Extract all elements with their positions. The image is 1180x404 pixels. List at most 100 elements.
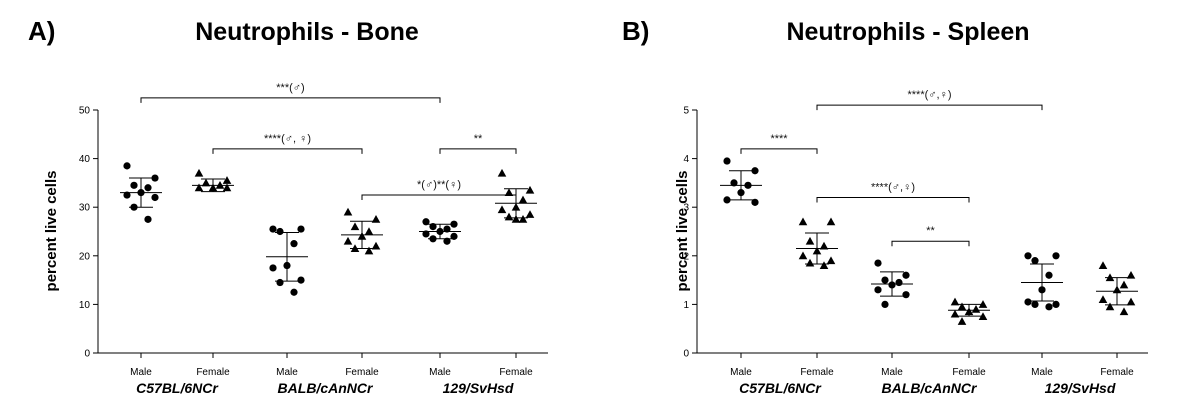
x-tick-label: Male [1031,367,1053,378]
data-point-circle [1052,300,1060,308]
data-point-circle [1052,252,1060,260]
data-point-triangle [978,300,988,308]
y-tick-label: 0 [683,349,689,360]
data-point-triangle [957,317,967,325]
significance-label: ****(♂,♀) [907,89,951,101]
data-point-triangle [805,258,815,267]
significance-label: ***(♂) [276,82,304,94]
data-point-circle [130,181,138,189]
data-point-triangle [525,185,535,194]
strain-label: C57BL/6NCr [739,380,822,396]
data-point-triangle [364,227,374,235]
significance-label: *(♂)**(♀) [417,179,461,191]
significance-bracket [439,148,517,154]
significance-bracket [740,148,818,154]
data-point-triangle [1126,297,1136,306]
y-axis-label: percent live cells [674,171,691,292]
data-point-circle [297,225,305,233]
significance-bracket [140,97,441,103]
y-tick-label: 2 [683,251,689,262]
data-point-triangle [371,241,381,250]
data-point-circle [123,162,131,170]
data-point-circle [881,276,889,284]
data-point-circle [1045,271,1053,279]
data-point-triangle [819,241,829,250]
x-tick-label: Female [345,367,379,378]
x-tick-label: Female [196,367,230,378]
y-tick-label: 3 [683,203,689,214]
x-tick-label: Male [730,367,752,378]
data-point-circle [723,196,731,204]
y-tick-label: 1 [683,300,689,311]
data-point-triangle [1105,302,1115,311]
data-point-triangle [957,302,967,311]
y-tick-label: 30 [79,203,91,214]
x-tick-label: Female [952,367,986,378]
data-point-triangle [201,178,211,187]
y-tick-label: 50 [79,106,91,117]
data-point-triangle [222,183,232,192]
strain-label: BALB/cAnNCr [278,380,374,396]
significance-bracket [891,240,970,247]
y-tick-label: 4 [683,154,689,165]
data-point-triangle [525,210,535,218]
significance-bracket [361,194,517,201]
significance-label: **** [770,133,788,145]
chart-title: Neutrophils - Spleen [786,18,1029,46]
x-tick-label: Female [800,367,834,378]
data-point-triangle [971,304,981,313]
data-point-triangle [497,168,507,177]
data-point-circle [902,291,910,299]
data-point-circle [730,179,738,187]
data-point-circle [450,220,458,228]
data-point-circle [443,225,451,233]
data-point-triangle [511,215,521,223]
x-tick-label: Male [881,367,903,378]
data-point-triangle [805,236,815,245]
significance-bracket [816,196,970,203]
data-point-triangle [194,183,204,192]
data-point-triangle [497,205,507,214]
data-point-circle [422,218,430,226]
data-point-circle [144,184,152,192]
data-point-triangle [504,188,514,197]
strain-label: BALB/cAnNCr [882,380,978,396]
data-point-circle [269,264,277,272]
chart-title: Neutrophils - Bone [195,18,419,46]
data-point-triangle [343,207,353,216]
data-point-circle [874,286,882,294]
strain-label: 129/SvHsd [443,380,514,396]
significance-bracket [212,148,363,154]
x-tick-label: Female [1100,367,1134,378]
data-point-circle [151,174,159,182]
data-point-triangle [826,217,836,226]
data-point-triangle [1119,307,1129,316]
strain-label: 129/SvHsd [1045,380,1116,396]
data-point-circle [290,240,298,248]
x-tick-label: Male [429,367,451,378]
y-tick-label: 20 [79,251,91,262]
data-point-circle [443,237,451,245]
data-point-circle [144,215,152,223]
y-tick-label: 0 [84,349,90,360]
data-point-triangle [518,195,528,204]
data-point-circle [723,157,731,165]
data-point-circle [1045,303,1053,311]
data-point-triangle [504,212,514,221]
data-point-circle [874,259,882,267]
y-tick-label: 5 [683,106,689,117]
data-point-triangle [364,246,374,255]
y-tick-label: 40 [79,154,91,165]
data-point-triangle [343,236,353,245]
data-point-circle [276,278,284,287]
y-axis-label: percent live cells [43,171,60,292]
significance-label: ** [926,225,935,237]
data-point-circle [902,271,910,279]
data-point-triangle [1126,270,1136,279]
x-tick-label: Male [130,367,152,378]
data-point-circle [751,198,759,206]
data-point-circle [290,288,298,296]
strain-label: C57BL/6NCr [136,380,219,396]
data-point-triangle [350,222,360,231]
